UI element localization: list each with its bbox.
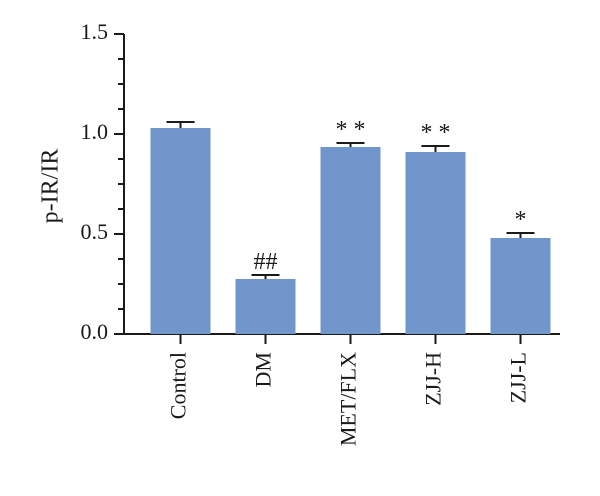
category-label: MET/FLX xyxy=(336,352,361,446)
y-tick-label: 1.0 xyxy=(81,119,109,144)
bar-met-flx xyxy=(320,147,381,334)
category-label: ZJJ-L xyxy=(506,352,531,403)
bar-dm xyxy=(235,279,296,334)
y-tick-label: 0.5 xyxy=(81,219,109,244)
significance-label: ## xyxy=(254,249,278,275)
significance-label: * xyxy=(515,207,527,233)
category-label: DM xyxy=(251,352,276,387)
y-tick-label: 1.5 xyxy=(81,19,109,44)
bar-control xyxy=(150,128,211,334)
category-label: ZJJ-H xyxy=(421,352,446,406)
bars: ## * * * * * xyxy=(150,117,551,334)
significance-label: * * xyxy=(336,117,366,143)
bar-zjj-h xyxy=(405,152,466,334)
y-ticks: 0.0 0.5 1.0 1.5 xyxy=(81,19,124,344)
bar-zjj-l xyxy=(490,238,551,334)
category-label: Control xyxy=(166,352,191,419)
y-tick-label: 0.0 xyxy=(81,319,109,344)
category-labels: Control DM MET/FLX ZJJ-H ZJJ-L xyxy=(166,334,531,446)
significance-label: * * xyxy=(421,120,451,146)
y-axis-label: p-IR/IR xyxy=(38,149,64,224)
